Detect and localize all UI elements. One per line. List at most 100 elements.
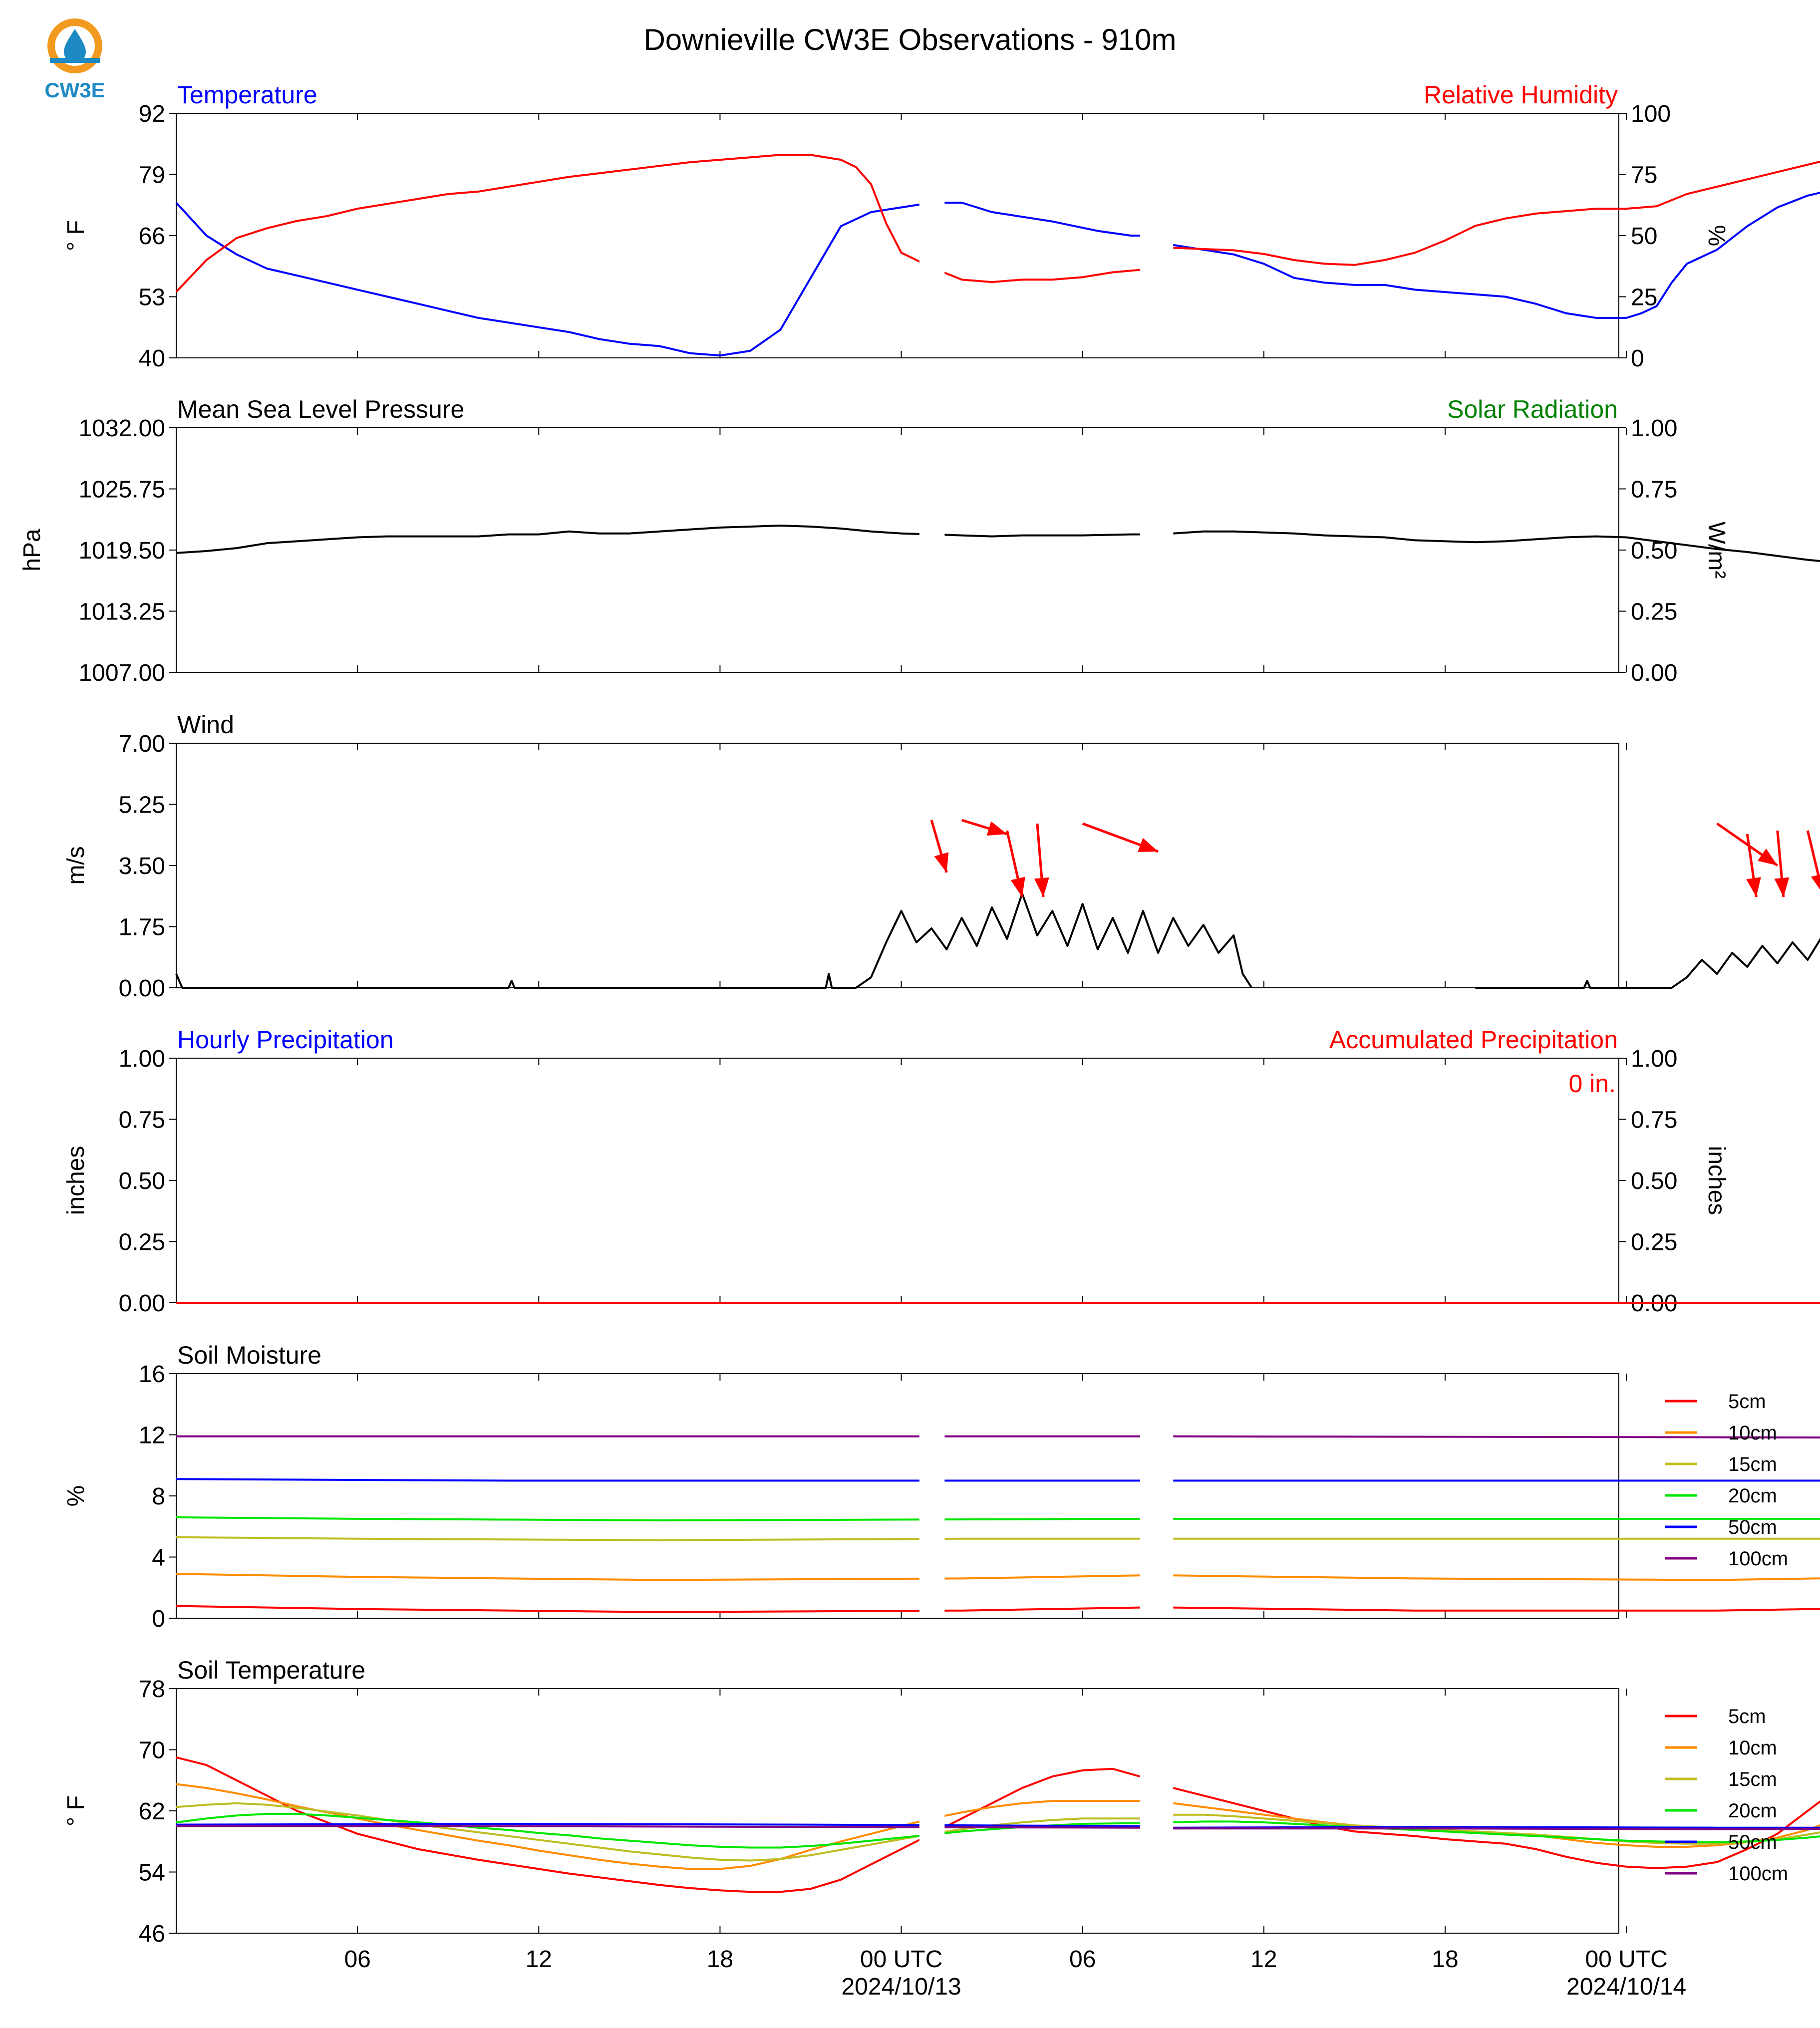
series-line-0 [176, 525, 1820, 563]
legend-label: 50cm [1728, 1831, 1777, 1853]
y-tick-label: 3.50 [119, 853, 165, 879]
legend-label: 50cm [1728, 1516, 1777, 1538]
x-tick-label: 12 [1250, 1946, 1277, 1973]
plot-frame [176, 743, 1619, 988]
y-tick-label-right: 75 [1631, 162, 1657, 189]
plot-frame [176, 1373, 1619, 1619]
plot-frame [176, 1688, 1619, 1934]
y-tick-label: 53 [139, 285, 165, 311]
legend-label: 100cm [1728, 1548, 1788, 1570]
y-tick-label-right: 1.00 [1631, 1046, 1677, 1072]
series-line-0 [176, 1605, 1820, 1613]
panel-title-left: Mean Sea Level Pressure [177, 395, 464, 423]
legend-label: 10cm [1728, 1737, 1777, 1759]
legend-label: 10cm [1728, 1422, 1777, 1444]
y-tick-label: 92 [139, 101, 165, 127]
x-tick-label: 06 [1069, 1946, 1096, 1973]
wind-arrow-head [1034, 877, 1049, 897]
y-tick-label: 1025.75 [78, 477, 165, 503]
y-tick-label: 12 [139, 1423, 165, 1449]
y-tick-label: 54 [139, 1860, 165, 1886]
x-tick-label: 06 [344, 1946, 370, 1973]
x-tick-label: 12 [526, 1946, 552, 1973]
x-date-label: 2024/10/14 [1566, 1974, 1686, 2000]
panel-title-left: Soil Temperature [177, 1656, 365, 1684]
y-axis-label: m/s [63, 846, 89, 884]
wind-arrow-head [1757, 849, 1778, 866]
panel-title-right: Relative Humidity [1424, 81, 1618, 109]
y-tick-label: 78 [139, 1676, 165, 1703]
plot-frame [176, 1058, 1619, 1303]
y-tick-label: 1032.00 [78, 415, 165, 442]
series-line-2 [176, 1536, 1820, 1541]
wind-arrow-head [1746, 877, 1761, 897]
data-gap [919, 1375, 945, 1617]
y-axis-label: hPa [19, 529, 45, 572]
y-tick-label: 16 [139, 1361, 165, 1388]
panel-wind: 7.00 5.25 3.50 1.75 0.00 Wind m/s [63, 711, 1820, 1002]
y-tick-label: 0 [152, 1606, 165, 1632]
series-line-1 [176, 1783, 1820, 1870]
series-line-4 [176, 1823, 1820, 1829]
legend-label: 5cm [1728, 1706, 1766, 1728]
series-line-3 [176, 1813, 1820, 1849]
cw3e-logo: CW3E [44, 18, 105, 102]
y-tick-label-right: 0.75 [1631, 477, 1677, 503]
logo-text: CW3E [44, 78, 105, 102]
x-tick-label: 00 UTC [1585, 1946, 1667, 1973]
wind-arrow-head [1010, 876, 1025, 897]
panel-soil-temperature: 78 70 62 54 46 Soil Temperature ° F 5cm 10cm 15cm… [63, 1656, 1820, 1947]
figure-title: Downieville CW3E Observations - 910m [643, 23, 1176, 56]
y-tick-label: 0.50 [119, 1168, 165, 1194]
y-tick-label: 62 [139, 1798, 165, 1825]
x-tick-label: 00 UTC [860, 1946, 942, 1973]
y-tick-label-right: 0.25 [1631, 599, 1677, 625]
y-tick-label: 66 [139, 223, 165, 250]
legend-label: 100cm [1728, 1863, 1788, 1885]
y-tick-label-right: 0.75 [1631, 1107, 1677, 1134]
y-tick-label-right: 0 [1631, 345, 1644, 372]
plot-frame [176, 113, 1619, 358]
wind-arrow-head [934, 852, 949, 872]
y-tick-label: 79 [139, 162, 165, 189]
y-axis-label: % [63, 1485, 89, 1507]
panel-title-right: Accumulated Precipitation [1329, 1026, 1618, 1054]
y-axis-label-right: inches [1703, 1146, 1730, 1215]
panel-title-left: Wind [177, 711, 234, 739]
legend-label: 5cm [1728, 1391, 1766, 1413]
y-tick-label: 4 [152, 1545, 165, 1571]
series-line-0 [175, 892, 1820, 989]
y-tick-label-right: 0.25 [1631, 1229, 1677, 1256]
y-tick-label: 70 [139, 1738, 165, 1764]
y-tick-label: 1.75 [119, 914, 165, 941]
series-line-5 [176, 1825, 1820, 1830]
series-line-4 [176, 1478, 1820, 1482]
y-tick-label: 0.75 [119, 1107, 165, 1134]
series-line-0 [175, 192, 1820, 357]
accumulated-value: 0 in. [1568, 1070, 1616, 1098]
y-tick-label: 0.00 [119, 1290, 165, 1317]
panel-title-left: Soil Moisture [177, 1341, 321, 1369]
series-line-0 [176, 1756, 1820, 1893]
series-line-1 [176, 1573, 1820, 1581]
legend-label: 20cm [1728, 1485, 1777, 1507]
wind-arrow-head [1138, 838, 1159, 852]
plot-frame [176, 427, 1619, 673]
y-tick-label: 1019.50 [78, 538, 165, 564]
wind-arrow-head [986, 821, 1007, 836]
y-tick-label-right: 1.00 [1631, 415, 1677, 442]
legend-label: 15cm [1728, 1768, 1777, 1790]
data-gap [919, 115, 945, 356]
y-tick-label: 1013.25 [78, 599, 165, 625]
series-line-2 [176, 1802, 1820, 1862]
y-tick-label: 0.00 [119, 975, 165, 1002]
y-axis-label: ° F [63, 1795, 89, 1826]
legend-label: 15cm [1728, 1453, 1777, 1475]
y-tick-label: 7.00 [119, 731, 165, 757]
data-gap [919, 1690, 945, 1932]
y-axis-label: inches [63, 1146, 89, 1215]
x-tick-label: 18 [1432, 1946, 1458, 1973]
